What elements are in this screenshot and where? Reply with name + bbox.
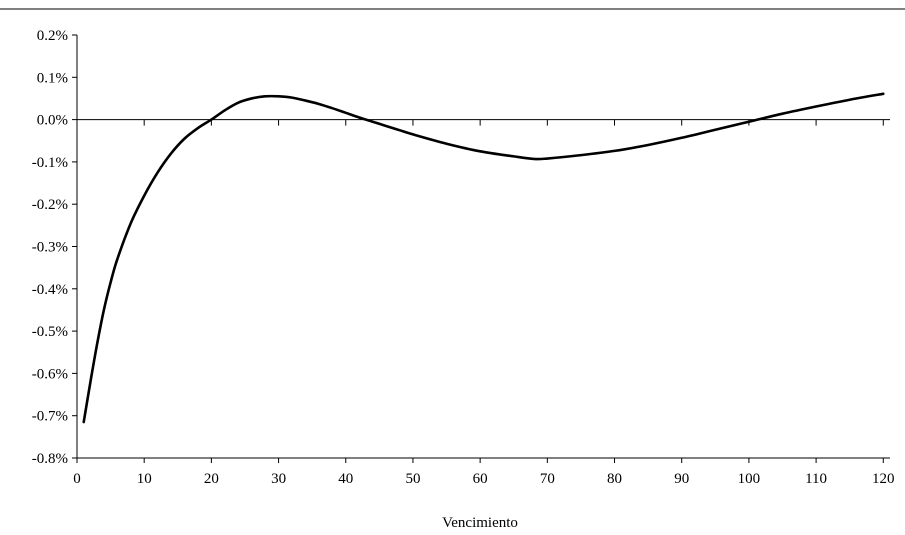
x-tick-label: 0 [73, 471, 81, 487]
y-tick-label: -0.2% [32, 197, 68, 213]
y-axis: 0.2% 0.1% 0.0% -0.1% -0.2% -0.3% -0.4% -0.5% -0.… [32, 28, 78, 467]
y-tick-label: -0.6% [32, 366, 68, 382]
x-tick-label: 20 [204, 471, 219, 487]
y-tick-label: 0.0% [37, 113, 68, 129]
y-tick-label: -0.8% [32, 451, 68, 467]
series-line [82, 92, 885, 424]
x-tick-label: 70 [540, 471, 555, 487]
x-axis: 0 10 20 30 40 50 60 70 80 90 100 110 120 [73, 119, 895, 487]
y-tick-label: -0.4% [32, 282, 68, 298]
x-tick-label: 110 [805, 471, 827, 487]
y-tick-label: -0.7% [32, 409, 68, 425]
x-tick-label: 40 [338, 471, 353, 487]
y-tick-label: -0.1% [32, 155, 68, 171]
x-axis-title: Vencimiento [442, 515, 518, 531]
x-tick-label: 50 [405, 471, 420, 487]
x-tick-label: 30 [271, 471, 286, 487]
y-tick-label: -0.3% [32, 240, 68, 256]
x-tick-label: 80 [607, 471, 622, 487]
x-tick-label: 60 [473, 471, 488, 487]
x-tick-label: 10 [137, 471, 152, 487]
y-tick-label: 0.1% [37, 70, 68, 86]
x-tick-label: 100 [738, 471, 761, 487]
y-tick-label: -0.5% [32, 324, 68, 340]
series [82, 92, 885, 424]
y-tick-label: 0.2% [37, 28, 68, 44]
x-tick-label: 120 [872, 471, 895, 487]
x-tick-label: 90 [674, 471, 689, 487]
